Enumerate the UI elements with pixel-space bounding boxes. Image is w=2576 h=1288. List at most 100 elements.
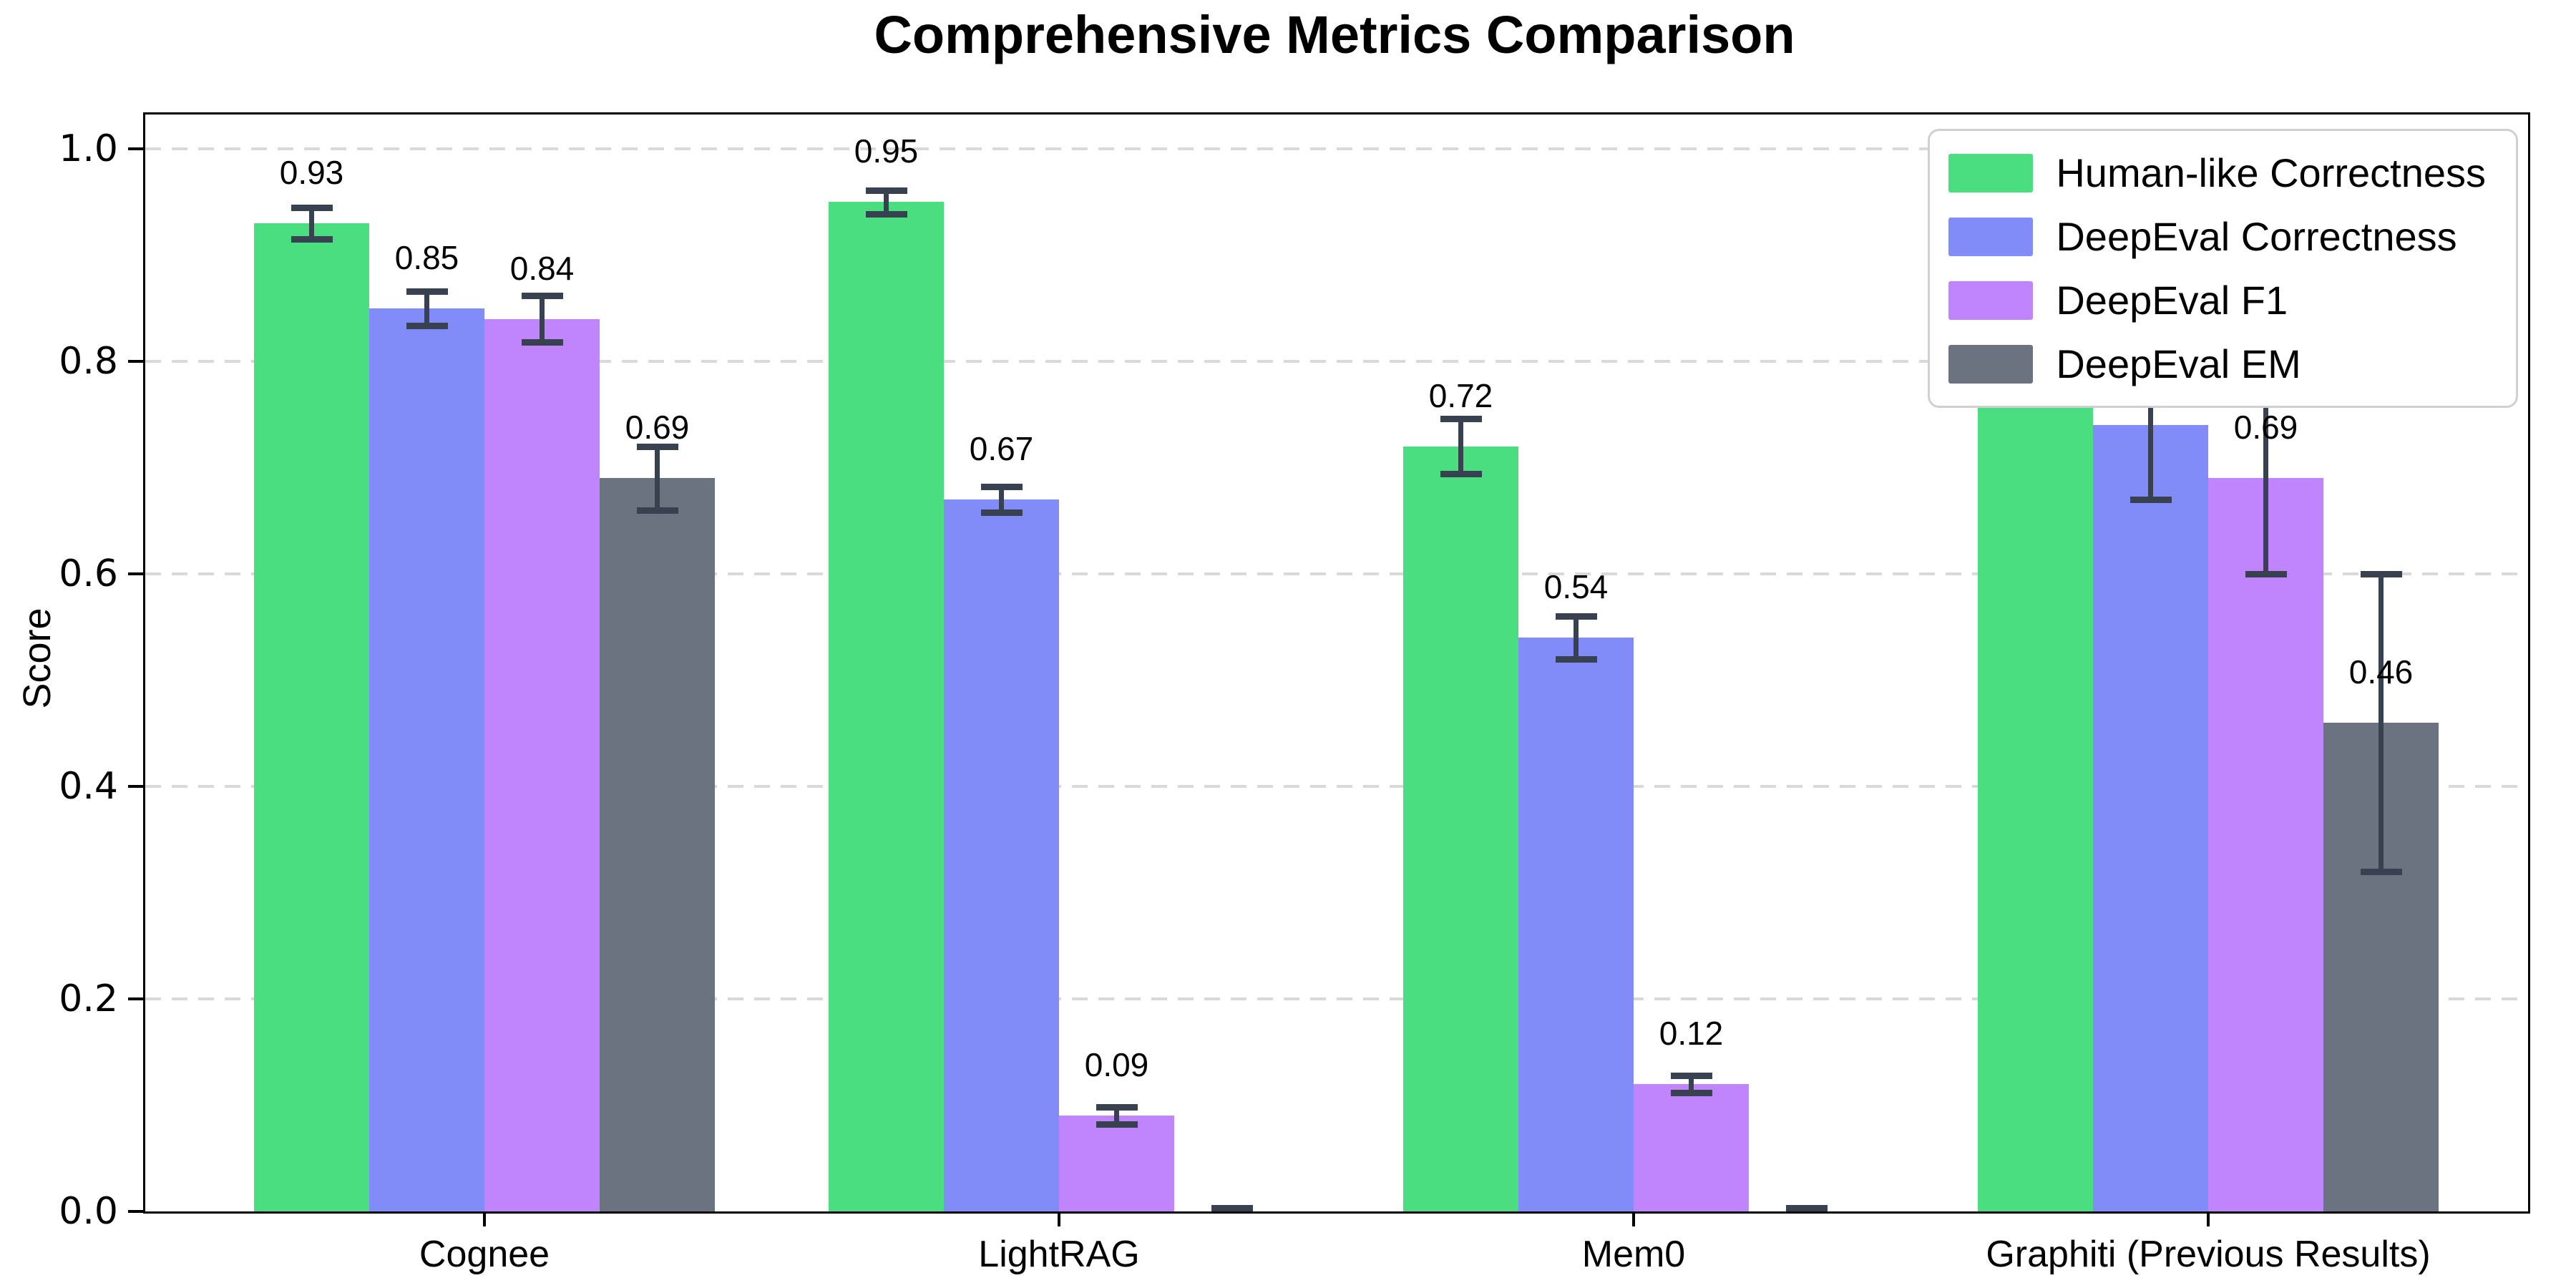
error-bar-cap-bottom [1670,1089,1712,1096]
error-bar [309,207,314,240]
error-bar [2379,574,2384,872]
bar [369,308,484,1211]
y-tick-label: 0.6 [59,552,118,595]
error-bar-cap-top [291,204,333,211]
bar [600,478,715,1211]
error-bar-cap-bottom [1440,471,1482,478]
bar [829,202,944,1211]
bar [2093,425,2208,1211]
error-bar-cap-bottom [636,507,678,514]
error-bar-cap-bottom [291,236,333,243]
y-tick-label: 0.8 [59,340,118,383]
legend-swatch [1948,217,2034,256]
error-bar [424,291,429,326]
legend-label: DeepEval Correctness [2056,214,2457,259]
bar [2208,478,2323,1211]
value-label: 0.67 [969,430,1034,468]
error-bar [540,295,545,343]
y-tick-mark [128,1210,143,1213]
value-label: 0.95 [854,132,919,170]
x-tick-mark [1058,1214,1060,1226]
x-tick-label: Mem0 [1581,1234,1686,1275]
error-bar [1458,419,1463,474]
legend-label: DeepEval EM [2056,341,2301,386]
bar [1518,638,1634,1211]
x-tick-mark [2207,1214,2210,1226]
value-label: 0.12 [1659,1014,1724,1052]
y-tick-label: 0.0 [59,1190,118,1233]
error-bar-cap-bottom [2129,497,2172,504]
value-label: 0.85 [394,238,459,276]
value-label: 0.69 [625,409,690,447]
error-bar-cap-top [1555,613,1597,620]
legend-row: DeepEval F1 [1948,277,2486,323]
error-bar [1574,616,1579,659]
error-bar-cap-top [1096,1104,1138,1111]
gridline [145,572,2528,575]
error-bar-cap-bottom [865,210,907,218]
y-tick-mark [128,997,143,1000]
error-bar [884,190,889,214]
legend-swatch [1948,153,2034,192]
error-bar [1114,1107,1119,1125]
error-bar [2263,382,2268,574]
gridline [145,360,2528,363]
y-tick-label: 0.4 [59,765,118,808]
error-bar [999,487,1004,512]
value-label: 0.54 [1543,568,1609,606]
error-bar-cap-top [980,484,1023,491]
error-bar-cap-top [1670,1072,1712,1079]
legend-swatch [1948,280,2034,320]
error-bar-cap-bottom [406,322,448,329]
error-bar-cap-bottom [980,509,1023,516]
error-bar [2148,351,2153,500]
bar [1634,1083,1749,1211]
legend-label: Human-like Correctness [2056,150,2486,195]
value-label: 0.93 [279,153,344,191]
y-tick-mark [128,360,143,363]
error-bar-cap-top [1440,416,1482,423]
y-axis-label: Score [16,608,59,709]
legend: Human-like Correctness DeepEval Correctne… [1928,129,2518,408]
legend-label: DeepEval F1 [2056,278,2288,323]
value-label: 0.72 [1428,376,1493,414]
y-tick-mark [128,572,143,575]
legend-row: DeepEval EM [1948,341,2486,387]
gridline [145,997,2528,1000]
zero-value-tick [1785,1205,1828,1211]
y-tick-mark [128,785,143,788]
gridline [145,785,2528,788]
legend-row: DeepEval Correctness [1948,213,2486,260]
error-bar [655,446,660,510]
value-label: 0.84 [509,249,575,287]
y-tick-label: 1.0 [59,127,118,170]
error-bar-cap-top [2360,571,2402,577]
plot-area: Human-like Correctness DeepEval Correctne… [59,112,2530,1275]
error-bar-cap-top [636,443,678,450]
bar [1059,1116,1174,1211]
error-bar-cap-bottom [1096,1121,1138,1128]
error-bar-cap-top [521,292,563,299]
x-tick-mark [483,1214,486,1226]
bar [484,318,600,1211]
x-tick-label: Cognee [419,1234,550,1275]
chart-title: Comprehensive Metrics Comparison [874,5,1795,64]
error-bar-cap-bottom [2245,571,2287,577]
error-bar-cap-bottom [521,339,563,346]
x-tick-mark [1632,1214,1635,1226]
gridline [145,147,2528,150]
error-bar-cap-top [406,288,448,295]
x-tick-label: LightRAG [978,1234,1140,1275]
zero-value-tick [1211,1205,1253,1211]
bar [1978,276,2093,1211]
value-label: 0.69 [2233,409,2298,447]
error-bar-cap-bottom [1555,655,1597,663]
x-tick-label: Graphiti (Previous Results) [1986,1234,2431,1275]
legend-swatch [1948,344,2034,384]
value-label: 0.46 [2348,653,2414,691]
value-label: 0.09 [1084,1046,1149,1084]
y-tick-label: 0.2 [59,977,118,1020]
y-tick-mark [128,147,143,150]
bar [1403,446,1518,1211]
